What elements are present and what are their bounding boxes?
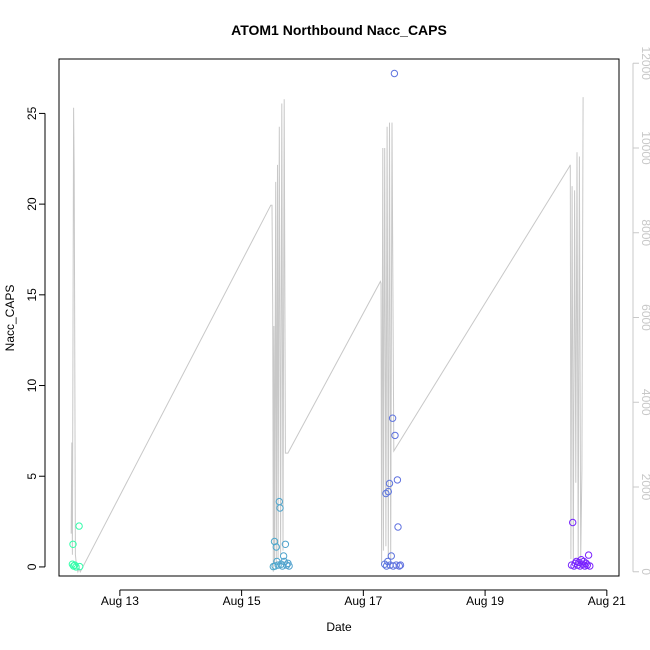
data-point xyxy=(281,540,290,548)
data-point xyxy=(586,562,594,570)
value-line xyxy=(70,97,584,574)
x-tick-label: Aug 15 xyxy=(223,594,261,608)
data-point xyxy=(395,562,403,570)
data-point xyxy=(393,476,402,484)
x-tick-label: Aug 17 xyxy=(344,594,382,608)
data-point xyxy=(390,69,399,78)
data-point xyxy=(388,414,397,422)
data-point xyxy=(75,522,83,530)
data-point xyxy=(394,523,402,531)
data-point xyxy=(391,431,399,440)
y-tick-label: 20 xyxy=(25,197,39,211)
y2-tick-label: 0 xyxy=(639,568,650,575)
x-tick-label: Aug 19 xyxy=(466,594,504,608)
y-tick-label: 25 xyxy=(25,106,39,120)
y-tick-label: 0 xyxy=(25,563,39,570)
data-point xyxy=(382,489,390,498)
data-point xyxy=(274,561,282,569)
x-axis-label: Date xyxy=(326,620,352,634)
y-tick-label: 10 xyxy=(25,379,39,393)
data-point xyxy=(584,551,593,559)
data-point xyxy=(72,563,80,571)
x-tick-label: Aug 13 xyxy=(101,594,139,608)
data-point xyxy=(76,562,84,571)
data-point xyxy=(71,561,79,569)
data-point xyxy=(396,561,405,569)
y-axis-label: Nacc_CAPS xyxy=(3,285,17,352)
y2-tick-label: 2000 xyxy=(639,474,650,501)
data-point xyxy=(569,518,577,527)
value-line-layer xyxy=(70,97,584,574)
y2-tick-label: 12000 xyxy=(639,47,650,81)
chart-title: ATOM1 Northbound Nacc_CAPS xyxy=(231,22,447,38)
data-point xyxy=(276,504,284,512)
axis-layer: 0 5 10 15 20 25 0 2000 4000 6000 8000 10000 12000 Aug… xyxy=(25,47,650,608)
point-layer xyxy=(68,69,594,571)
y-tick-label: 5 xyxy=(25,473,39,480)
y2-tick-label: 8000 xyxy=(639,219,650,246)
data-point xyxy=(279,552,288,560)
data-point xyxy=(384,487,392,496)
data-point xyxy=(385,479,394,488)
data-point xyxy=(272,543,280,551)
y2-tick-label: 4000 xyxy=(639,389,650,416)
y2-tick-label: 6000 xyxy=(639,304,650,331)
data-point xyxy=(392,561,400,569)
y2-tick-label: 10000 xyxy=(639,131,650,165)
data-point xyxy=(275,497,283,506)
data-point xyxy=(387,552,395,560)
data-point xyxy=(69,540,77,548)
plot-frame xyxy=(58,58,620,577)
data-point xyxy=(285,562,293,570)
x-tick-label: Aug 21 xyxy=(588,594,626,608)
y-tick-label: 15 xyxy=(25,288,39,302)
data-point xyxy=(577,556,585,564)
